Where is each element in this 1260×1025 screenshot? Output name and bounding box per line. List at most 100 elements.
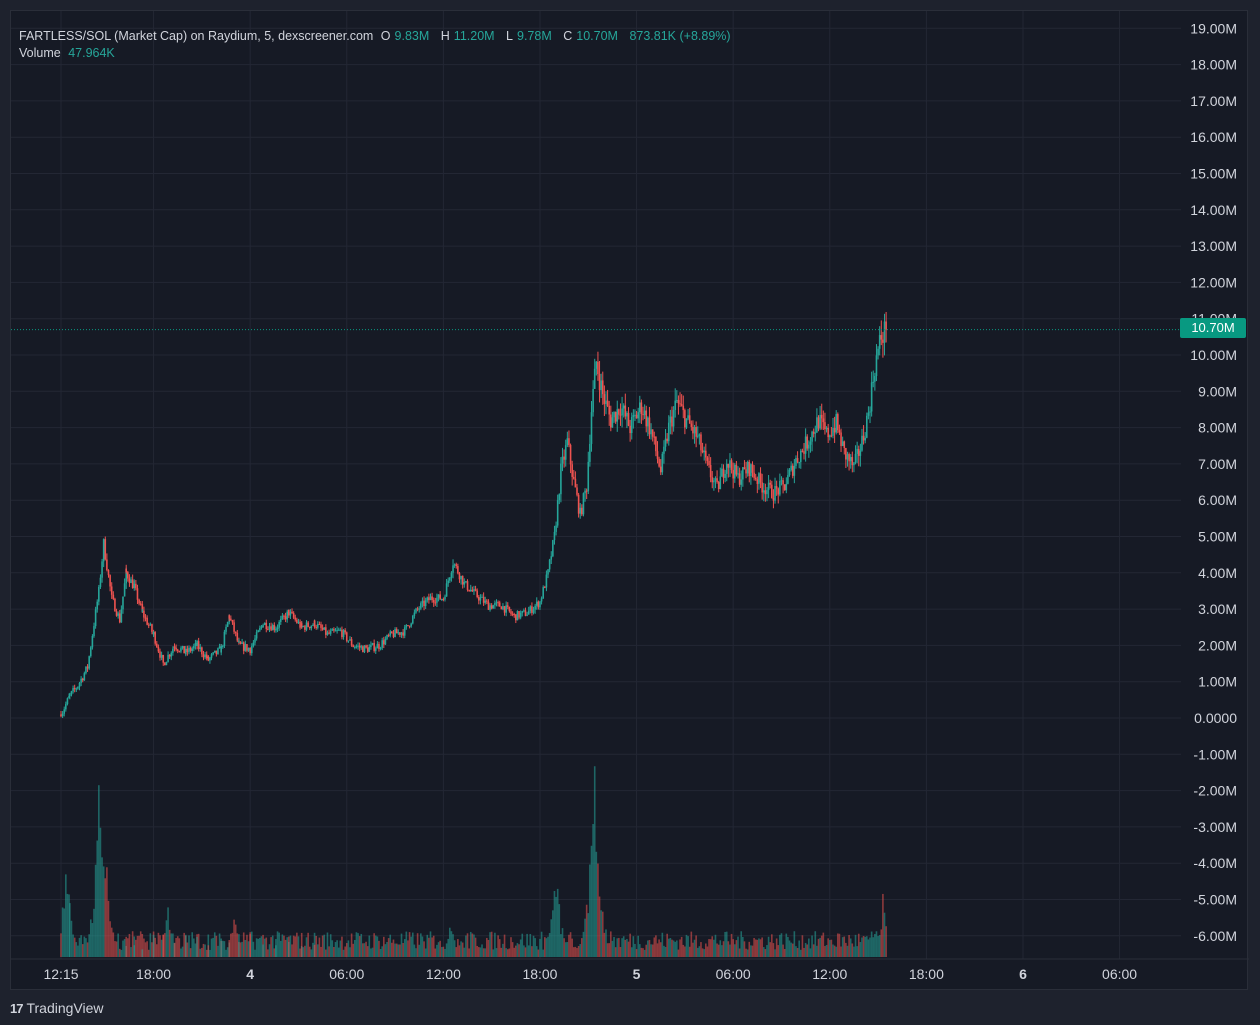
candle-body — [289, 611, 292, 616]
candle-body — [236, 632, 239, 641]
candle-body — [793, 465, 796, 476]
volume-bar — [569, 932, 572, 957]
candle-body — [647, 417, 649, 427]
volume-bar — [758, 938, 760, 957]
candle-body — [77, 686, 79, 689]
candle-body — [386, 635, 388, 639]
candle-body — [663, 446, 665, 454]
volume-bar — [352, 943, 355, 957]
candle-body — [175, 647, 177, 650]
volume-bar — [135, 939, 137, 957]
volume-bar — [785, 933, 788, 957]
volume-bar — [415, 948, 417, 957]
candle-body — [581, 507, 583, 515]
volume-bar — [477, 947, 480, 957]
volume-bar — [89, 919, 92, 957]
volume-bar — [830, 939, 833, 957]
candle-body — [503, 606, 506, 613]
volume-bar — [164, 933, 166, 957]
volume-bar — [845, 942, 847, 957]
volume-bar — [255, 938, 258, 957]
volume-bar — [104, 878, 107, 957]
candle-body — [585, 490, 588, 492]
volume-bar — [102, 866, 105, 957]
candle-body — [123, 583, 126, 597]
candle-body — [529, 606, 532, 611]
volume-bar — [798, 940, 800, 957]
volume-bar — [326, 932, 329, 957]
volume-bar — [820, 935, 823, 957]
candle-body — [783, 484, 786, 491]
volume-bar — [350, 933, 353, 957]
volume-bar — [482, 948, 485, 957]
volume-bar — [635, 949, 638, 957]
candle-body — [458, 573, 461, 580]
volume-bar — [564, 942, 567, 957]
candle-body — [416, 608, 419, 610]
volume-bar — [78, 937, 81, 957]
volume-bar — [722, 941, 725, 957]
candle-body — [392, 633, 395, 637]
volume-bar — [83, 936, 86, 957]
candle-body — [566, 438, 569, 446]
volume-bar — [716, 943, 718, 957]
volume-bar — [162, 934, 165, 957]
candle-body — [714, 478, 717, 481]
candle-body — [259, 627, 261, 631]
volume-bar — [766, 945, 768, 957]
candle-body — [363, 645, 366, 653]
volume-bar — [371, 947, 374, 957]
volume-bar — [394, 943, 396, 957]
candle-body — [222, 645, 224, 647]
candle-body — [181, 646, 184, 649]
candle-body — [334, 630, 337, 632]
candle-body — [812, 431, 815, 434]
volume-bar — [373, 933, 375, 957]
candle-body — [405, 625, 408, 628]
volume-bar — [748, 941, 751, 957]
candle-body — [312, 624, 314, 626]
volume-bar — [700, 942, 702, 957]
volume-bar — [286, 937, 289, 957]
y-tick-label: -4.00M — [1193, 855, 1237, 871]
volume-bar — [75, 942, 78, 957]
candle-body — [661, 453, 664, 473]
volume-bar — [692, 942, 694, 957]
footer-brand[interactable]: 17 TradingView — [10, 998, 104, 1018]
volume-bar — [537, 949, 540, 957]
volume-bar — [484, 948, 487, 957]
candle-body — [875, 355, 878, 377]
y-tick-label: 18.00M — [1190, 57, 1237, 73]
volume-bar — [247, 941, 250, 957]
candle-body — [155, 643, 158, 647]
legend-change: 873.81K (+8.89%) — [629, 29, 731, 43]
candle-body — [234, 631, 237, 633]
volume-bar — [856, 946, 858, 957]
candle-body — [758, 473, 760, 484]
candle-body — [571, 464, 573, 477]
volume-bar — [378, 940, 380, 957]
volume-bar — [754, 939, 757, 957]
y-tick-label: 13.00M — [1190, 238, 1237, 254]
candle-body — [357, 645, 359, 647]
candle-body — [98, 586, 100, 602]
chart-frame[interactable]: 19.00M 18.00M 17.00M 16.00M 15.00M 14.00M 13.0… — [10, 10, 1249, 991]
volume-bar — [539, 938, 541, 957]
candle-body — [432, 600, 435, 603]
volume-bar — [703, 949, 705, 957]
candle-body — [700, 434, 702, 451]
volume-bar — [487, 939, 490, 957]
volume-bar — [581, 938, 583, 957]
candle-body — [373, 643, 375, 651]
candle-body — [344, 630, 346, 633]
candle-body — [540, 598, 543, 602]
volume-bar — [437, 942, 440, 957]
y-tick-label: 15.00M — [1190, 166, 1237, 182]
candle-body — [463, 581, 466, 585]
volume-bar — [791, 943, 794, 957]
candle-body — [75, 688, 78, 690]
chart-canvas[interactable]: 19.00M 18.00M 17.00M 16.00M 15.00M 14.00M 13.0… — [11, 11, 1249, 991]
candle-body — [616, 409, 619, 422]
candle-body — [506, 605, 509, 607]
candle-body — [851, 457, 854, 466]
